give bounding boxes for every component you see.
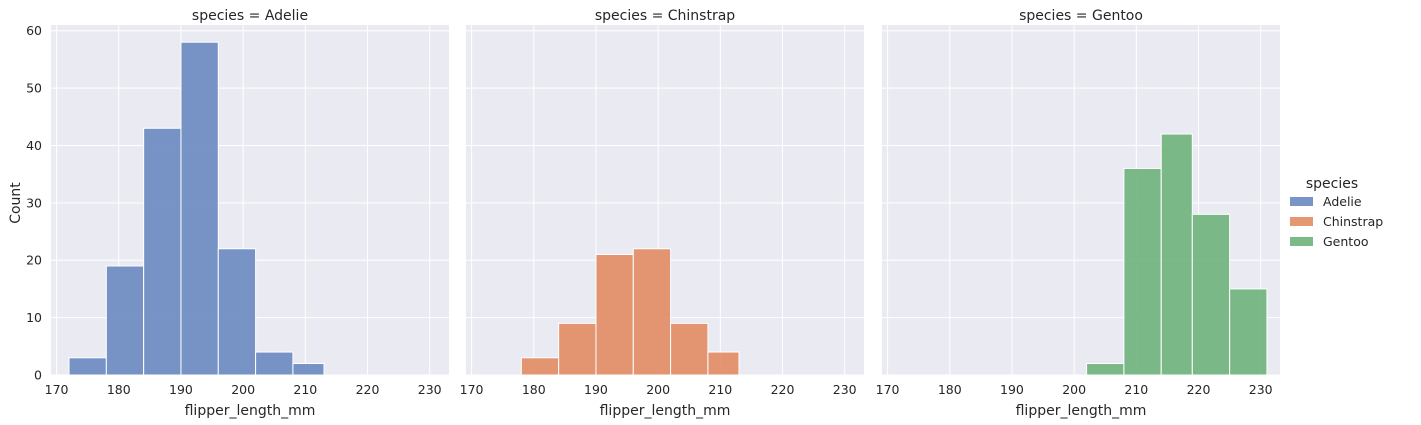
histogram-bar	[632, 248, 672, 376]
legend-title: species	[1306, 176, 1358, 192]
x-tick-label: 170	[460, 382, 484, 397]
legend-entry: Chinstrap	[1290, 214, 1383, 229]
x-tick-label: 230	[1249, 382, 1273, 397]
x-axis-label: flipper_length_mm	[1016, 403, 1147, 419]
facet-title: species = Gentoo	[1019, 8, 1143, 24]
gridlines	[882, 25, 1280, 376]
y-tick-label: 10	[26, 310, 42, 325]
x-tick-label: 200	[646, 382, 670, 397]
x-tick-label: 190	[169, 382, 193, 397]
y-tick-label: 20	[26, 253, 42, 268]
x-tick-label: 180	[522, 382, 546, 397]
histogram-bar	[707, 351, 740, 376]
facet-title: species = Adelie	[192, 8, 308, 24]
histogram-bars	[520, 248, 740, 376]
histogram-bar	[292, 363, 325, 376]
facet-panel-2: species = Chinstrap 170 180 190 200 210 220 230…	[460, 8, 864, 419]
legend-label: Chinstrap	[1323, 214, 1383, 229]
x-tick-label: 170	[45, 382, 69, 397]
histogram-bar	[1086, 363, 1125, 376]
x-tick-label: 200	[231, 382, 255, 397]
histogram-bar	[1160, 133, 1193, 376]
facet-title: species = Chinstrap	[595, 8, 735, 24]
y-tick-label: 40	[26, 138, 42, 153]
histogram-bar	[217, 248, 257, 376]
x-tick-label: 190	[584, 382, 608, 397]
x-tick-label: 220	[771, 382, 795, 397]
x-tick-label: 180	[938, 382, 962, 397]
x-tick-label: 230	[418, 382, 442, 397]
x-tick-labels: 170 180 190 200 210 220 230	[876, 382, 1273, 397]
histogram-bar	[105, 265, 145, 376]
facet-panel-3: species = Gentoo 170 180 190 200 210 220 230 fli…	[876, 8, 1280, 419]
histogram-bar	[1229, 288, 1268, 376]
legend-entry: Gentoo	[1290, 234, 1369, 249]
legend-entry: Adelie	[1290, 194, 1362, 209]
x-axis-label: flipper_length_mm	[185, 403, 316, 419]
histogram-bar	[670, 322, 709, 376]
x-tick-label: 210	[708, 382, 732, 397]
histogram-bar	[558, 322, 597, 376]
legend-swatch	[1290, 237, 1313, 246]
x-tick-label: 210	[1124, 382, 1148, 397]
legend: species Adelie Chinstrap Gentoo	[1290, 176, 1383, 249]
legend-swatch	[1290, 197, 1313, 206]
x-tick-label: 190	[1000, 382, 1024, 397]
histogram-bar	[68, 357, 107, 376]
histogram-bar	[255, 351, 294, 376]
histogram-bars	[68, 41, 325, 376]
legend-swatch	[1290, 217, 1313, 226]
y-tick-label: 30	[26, 195, 42, 210]
y-tick-labels: 0 10 20 30 40 50 60	[26, 23, 42, 382]
x-tick-labels: 170 180 190 200 210 220 230	[460, 382, 857, 397]
x-axis-label: flipper_length_mm	[600, 403, 731, 419]
histogram-bars	[1086, 133, 1268, 376]
x-tick-label: 230	[833, 382, 857, 397]
histogram-bar	[180, 41, 219, 376]
histogram-bar	[143, 127, 182, 376]
y-tick-label: 60	[26, 23, 42, 38]
histogram-bar	[595, 254, 634, 376]
x-tick-label: 200	[1062, 382, 1086, 397]
x-tick-label: 220	[1187, 382, 1211, 397]
x-tick-label: 170	[876, 382, 900, 397]
y-axis-label: Count	[8, 182, 24, 224]
histogram-bar	[1123, 167, 1162, 376]
legend-label: Adelie	[1323, 194, 1362, 209]
x-tick-label: 220	[356, 382, 380, 397]
histogram-bar	[520, 357, 560, 376]
y-tick-label: 50	[26, 81, 42, 96]
x-tick-label: 180	[107, 382, 131, 397]
histogram-bar	[1191, 213, 1231, 376]
x-tick-label: 210	[293, 382, 317, 397]
y-tick-label: 0	[34, 368, 42, 383]
legend-entries: Adelie Chinstrap Gentoo	[1290, 194, 1383, 249]
x-tick-labels: 170 180 190 200 210 220 230	[45, 382, 442, 397]
legend-label: Gentoo	[1323, 234, 1369, 249]
